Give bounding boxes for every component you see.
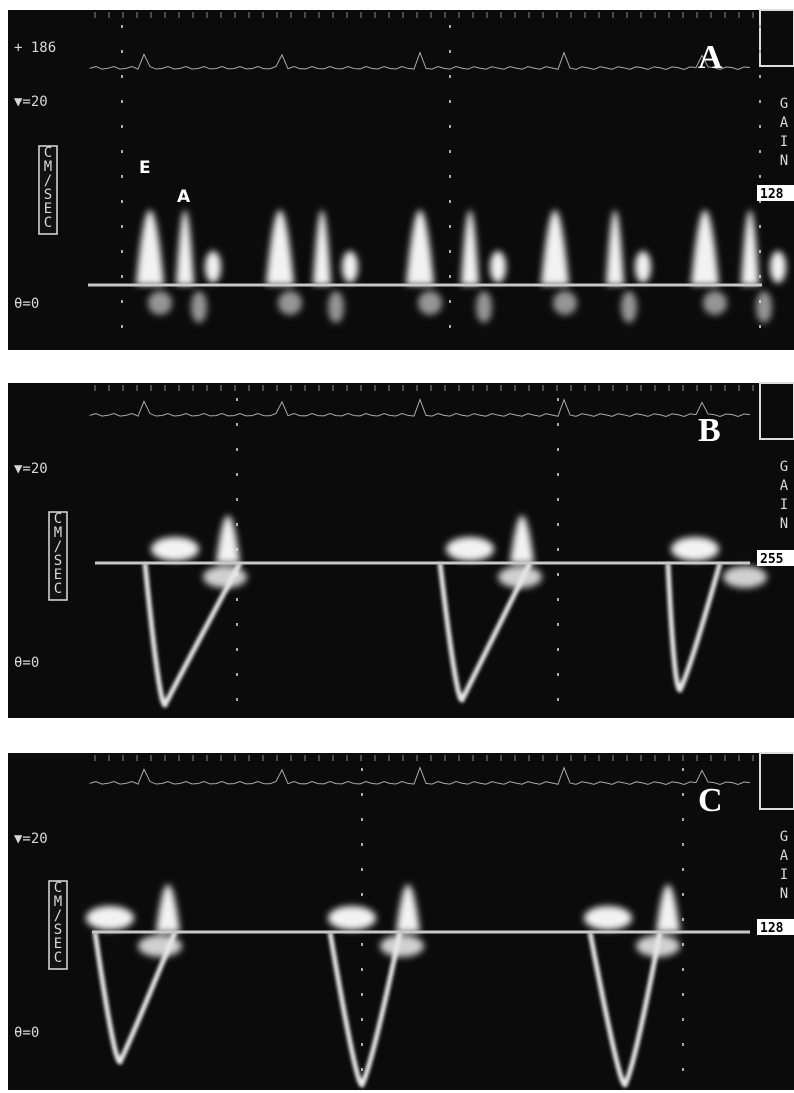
e-flow <box>86 906 134 930</box>
velocity-envelope <box>327 931 403 1088</box>
minor-wave <box>342 251 358 283</box>
e-wave <box>136 210 164 285</box>
velocity-envelope <box>437 561 533 703</box>
reverse-flow <box>328 291 344 323</box>
reverse-flow <box>148 291 172 315</box>
ecg-trace <box>89 766 751 786</box>
angle-label: θ=0 <box>14 296 39 312</box>
velocity-envelope <box>92 931 178 1065</box>
doppler-signal <box>136 210 786 323</box>
below-flow <box>203 566 247 588</box>
units-label: C M / S E C <box>54 880 62 966</box>
a-wave <box>741 210 759 285</box>
ecg-trace <box>89 398 751 418</box>
reverse-flow <box>278 291 302 315</box>
units-box <box>48 511 68 601</box>
a-flow <box>216 515 240 563</box>
units-box <box>48 880 68 970</box>
screen <box>8 10 794 350</box>
angle-label: θ=0 <box>14 655 39 671</box>
panel: + 186 ▼=20 C M / S E C θ=0 G A I N 128 A E A <box>8 9 794 350</box>
minor-wave <box>490 251 506 283</box>
gain-value: 128 <box>760 187 784 202</box>
gain-value-box <box>757 185 794 201</box>
reverse-flow <box>621 291 637 323</box>
e-wave <box>266 210 294 285</box>
reverse-flow <box>191 291 207 323</box>
e-wave <box>541 210 569 285</box>
e-flow <box>328 906 376 930</box>
reverse-flow <box>476 291 492 323</box>
a-wave <box>313 210 331 285</box>
angle-label: θ=0 <box>14 1025 39 1041</box>
a-wave <box>176 210 194 285</box>
velocity-scale: ▼=20 <box>14 94 48 110</box>
gain-box <box>759 382 794 440</box>
panel: ▼=20 C M / S E C θ=0 G A I N 128 C <box>8 752 794 1090</box>
gain-value-box <box>757 550 794 566</box>
velocity-envelope <box>142 561 243 708</box>
panel-label: B <box>698 412 721 449</box>
a-flow <box>656 884 680 932</box>
gain-value: 128 <box>760 921 784 936</box>
units-box <box>38 145 58 235</box>
wave-annotation: A <box>177 187 191 207</box>
e-wave <box>691 210 719 285</box>
doppler-signal <box>86 884 680 957</box>
e-flow <box>446 537 494 561</box>
units-label: C M / S E C <box>54 511 62 597</box>
minor-wave <box>205 251 221 283</box>
reverse-flow <box>703 291 727 315</box>
below-flow <box>498 566 542 588</box>
e-wave <box>406 210 434 285</box>
velocity-envelope <box>587 931 663 1088</box>
minor-wave <box>770 251 786 283</box>
a-flow <box>396 884 420 932</box>
panel-label: C <box>698 782 723 819</box>
a-wave <box>606 210 624 285</box>
gain-value-box <box>757 919 794 935</box>
a-wave <box>461 210 479 285</box>
gain-box <box>759 752 794 810</box>
a-flow <box>510 515 534 563</box>
units-label: C M / S E C <box>44 145 52 231</box>
doppler-signal <box>151 515 767 588</box>
below-flow <box>138 935 182 957</box>
gain-box <box>759 9 794 67</box>
panel: ▼=20 C M / S E C θ=0 G A I N 255 B <box>8 382 794 718</box>
reverse-flow <box>418 291 442 315</box>
velocity-scale: ▼=20 <box>14 461 48 477</box>
e-flow <box>584 906 632 930</box>
reverse-flow <box>756 291 772 323</box>
velocity-scale: ▼=20 <box>14 831 48 847</box>
heart-rate: + 186 <box>14 40 56 56</box>
gain-value: 255 <box>760 552 783 567</box>
screen <box>8 383 794 718</box>
below-flow <box>380 935 424 957</box>
velocity-envelope <box>665 562 723 693</box>
minor-wave <box>635 251 651 283</box>
below-flow <box>723 566 767 588</box>
panel-label: A <box>698 39 723 76</box>
reverse-flow <box>553 291 577 315</box>
wave-annotation: E <box>139 158 151 178</box>
e-flow <box>151 537 199 561</box>
a-flow <box>156 884 180 932</box>
ecg-trace <box>89 51 751 71</box>
e-flow <box>671 537 719 561</box>
